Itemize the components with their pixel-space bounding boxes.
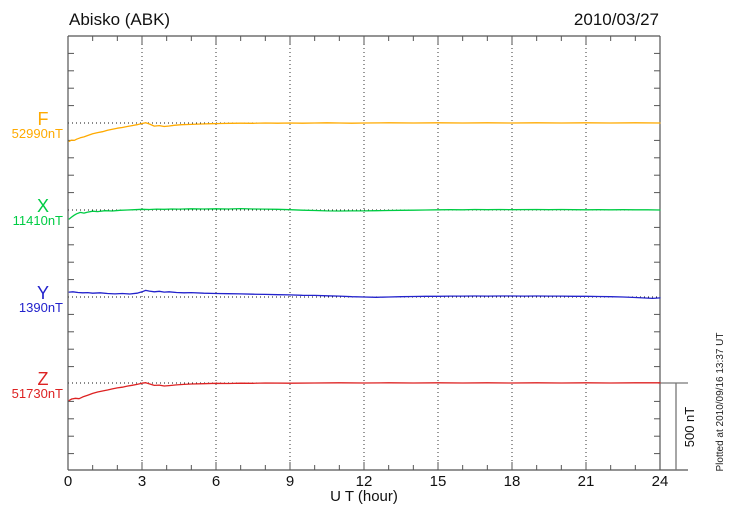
x-tick-label-21: 21: [577, 473, 595, 490]
series-label-f: F: [37, 109, 49, 129]
trace-Z: [68, 382, 661, 402]
scale-bar-label: 500 nT: [682, 406, 697, 448]
x-tick-label-3: 3: [137, 473, 147, 490]
trace-Y: [68, 289, 661, 300]
plot-timestamp: Plotted at 2010/09/16 13:37 UT: [715, 332, 726, 472]
trace-F: [68, 122, 661, 142]
series-baseline-value-x: 11410nT: [12, 213, 63, 228]
plot-date: 2010/03/27: [573, 10, 659, 29]
series-baseline-value-f: 52990nT: [11, 126, 63, 141]
series-baseline-value-z: 51730nT: [11, 386, 63, 401]
station-title: Abisko (ABK): [69, 10, 171, 29]
series-baseline-value-y: 1390nT: [18, 300, 63, 315]
x-tick-label-18: 18: [503, 473, 521, 490]
series-label-z: Z: [37, 369, 49, 389]
x-tick-label-15: 15: [429, 473, 447, 490]
x-tick-label-9: 9: [285, 473, 295, 490]
x-tick-label-12: 12: [355, 473, 373, 490]
x-tick-label-0: 0: [63, 473, 73, 490]
x-tick-label-24: 24: [651, 473, 669, 490]
series-label-x: X: [36, 196, 49, 216]
trace-X: [68, 207, 661, 220]
x-tick-label-6: 6: [211, 473, 221, 490]
x-axis-label: U T (hour): [330, 488, 398, 505]
series-label-y: Y: [36, 283, 49, 303]
